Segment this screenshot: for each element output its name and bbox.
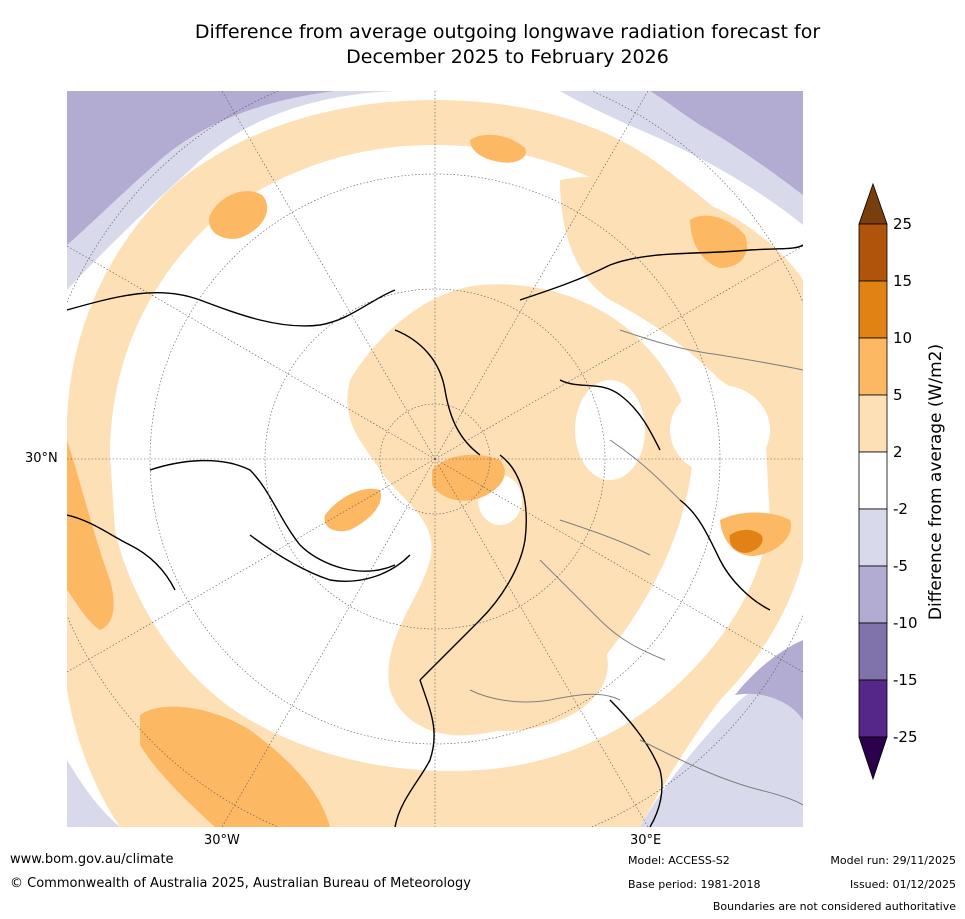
strong-positive-arctic-ocean <box>432 454 505 501</box>
strong-positive-greenland <box>324 488 381 532</box>
colorbar-title: Difference from average (W/m2) <box>926 343 946 621</box>
neutral-pocket-russia <box>575 380 645 480</box>
model-name: Model: ACCESS-S2 <box>628 854 730 867</box>
positive-region-europe <box>429 585 608 731</box>
very-strong-positive-east-asia <box>729 529 763 553</box>
colorbar-swatch-10-15 <box>858 280 888 339</box>
strong-positive-north-atlantic-top <box>470 134 526 163</box>
longitude-label-30e: 30°E <box>630 833 662 848</box>
copyright-text: © Commonwealth of Australia 2025, Austra… <box>10 876 471 891</box>
chart-title: Difference from average outgoing longwav… <box>60 20 955 70</box>
negative-region-ne-core <box>650 91 803 195</box>
colorbar-tick-label: 10 <box>893 329 913 347</box>
colorbar-swatch-2-5 <box>858 394 888 453</box>
colorbar-swatch-5-10 <box>858 337 888 396</box>
latitude-label-30n: 30°N <box>25 451 58 466</box>
colorbar-swatch-neutral <box>858 451 888 510</box>
negative-region-se <box>640 660 803 827</box>
longitude-label-30w: 30°W <box>204 833 240 848</box>
map-area <box>67 91 803 827</box>
website-link[interactable]: www.bom.gov.au/climate <box>10 852 174 867</box>
colorbar-over-triangle <box>858 182 888 225</box>
colorbar-tick-label: -5 <box>893 557 908 575</box>
model-run-date: Model run: 29/11/2025 <box>830 854 956 867</box>
colorbar <box>858 182 888 781</box>
strong-positive-atlantic-west <box>67 440 114 630</box>
colorbar-tick-label: -2 <box>893 500 908 518</box>
boundaries-disclaimer: Boundaries are not considered authoritat… <box>712 900 956 913</box>
strong-positive-north-pacific <box>209 191 268 239</box>
colorbar-swatch-minus10-minus15 <box>858 622 888 681</box>
colorbar-tick-label: -10 <box>893 614 918 632</box>
coastlines <box>67 244 803 827</box>
issued-date: Issued: 01/12/2025 <box>849 878 956 891</box>
negative-region-sw <box>67 760 120 827</box>
title-line-1: Difference from average outgoing longwav… <box>194 21 821 43</box>
colorbar-swatch-15-25 <box>858 223 888 282</box>
negative-region-se-core <box>735 640 803 720</box>
negative-region-nw-core <box>67 91 335 245</box>
colorbar-tick-label: 5 <box>893 386 903 404</box>
colorbar-swatch-minus2-minus5 <box>858 508 888 567</box>
colorbar-swatch-minus5-minus10 <box>858 565 888 624</box>
colorbar-tick-label: 2 <box>893 443 903 461</box>
colorbar-tick-label: -25 <box>893 728 918 746</box>
colorbar-swatch-minus15-minus25 <box>858 679 888 738</box>
neutral-pocket-asia <box>670 385 770 475</box>
colorbar-tick-label: 25 <box>893 215 913 233</box>
colorbar-tick-label: -15 <box>893 671 918 689</box>
strong-positive-pacific <box>140 706 330 827</box>
base-period: Base period: 1981-2018 <box>628 878 761 891</box>
colorbar-tick-label: 15 <box>893 272 913 290</box>
colorbar-under-triangle <box>858 736 888 781</box>
strong-positive-east-siberia <box>690 215 748 268</box>
graticule <box>67 91 803 827</box>
title-line-2: December 2025 to February 2026 <box>346 46 669 68</box>
